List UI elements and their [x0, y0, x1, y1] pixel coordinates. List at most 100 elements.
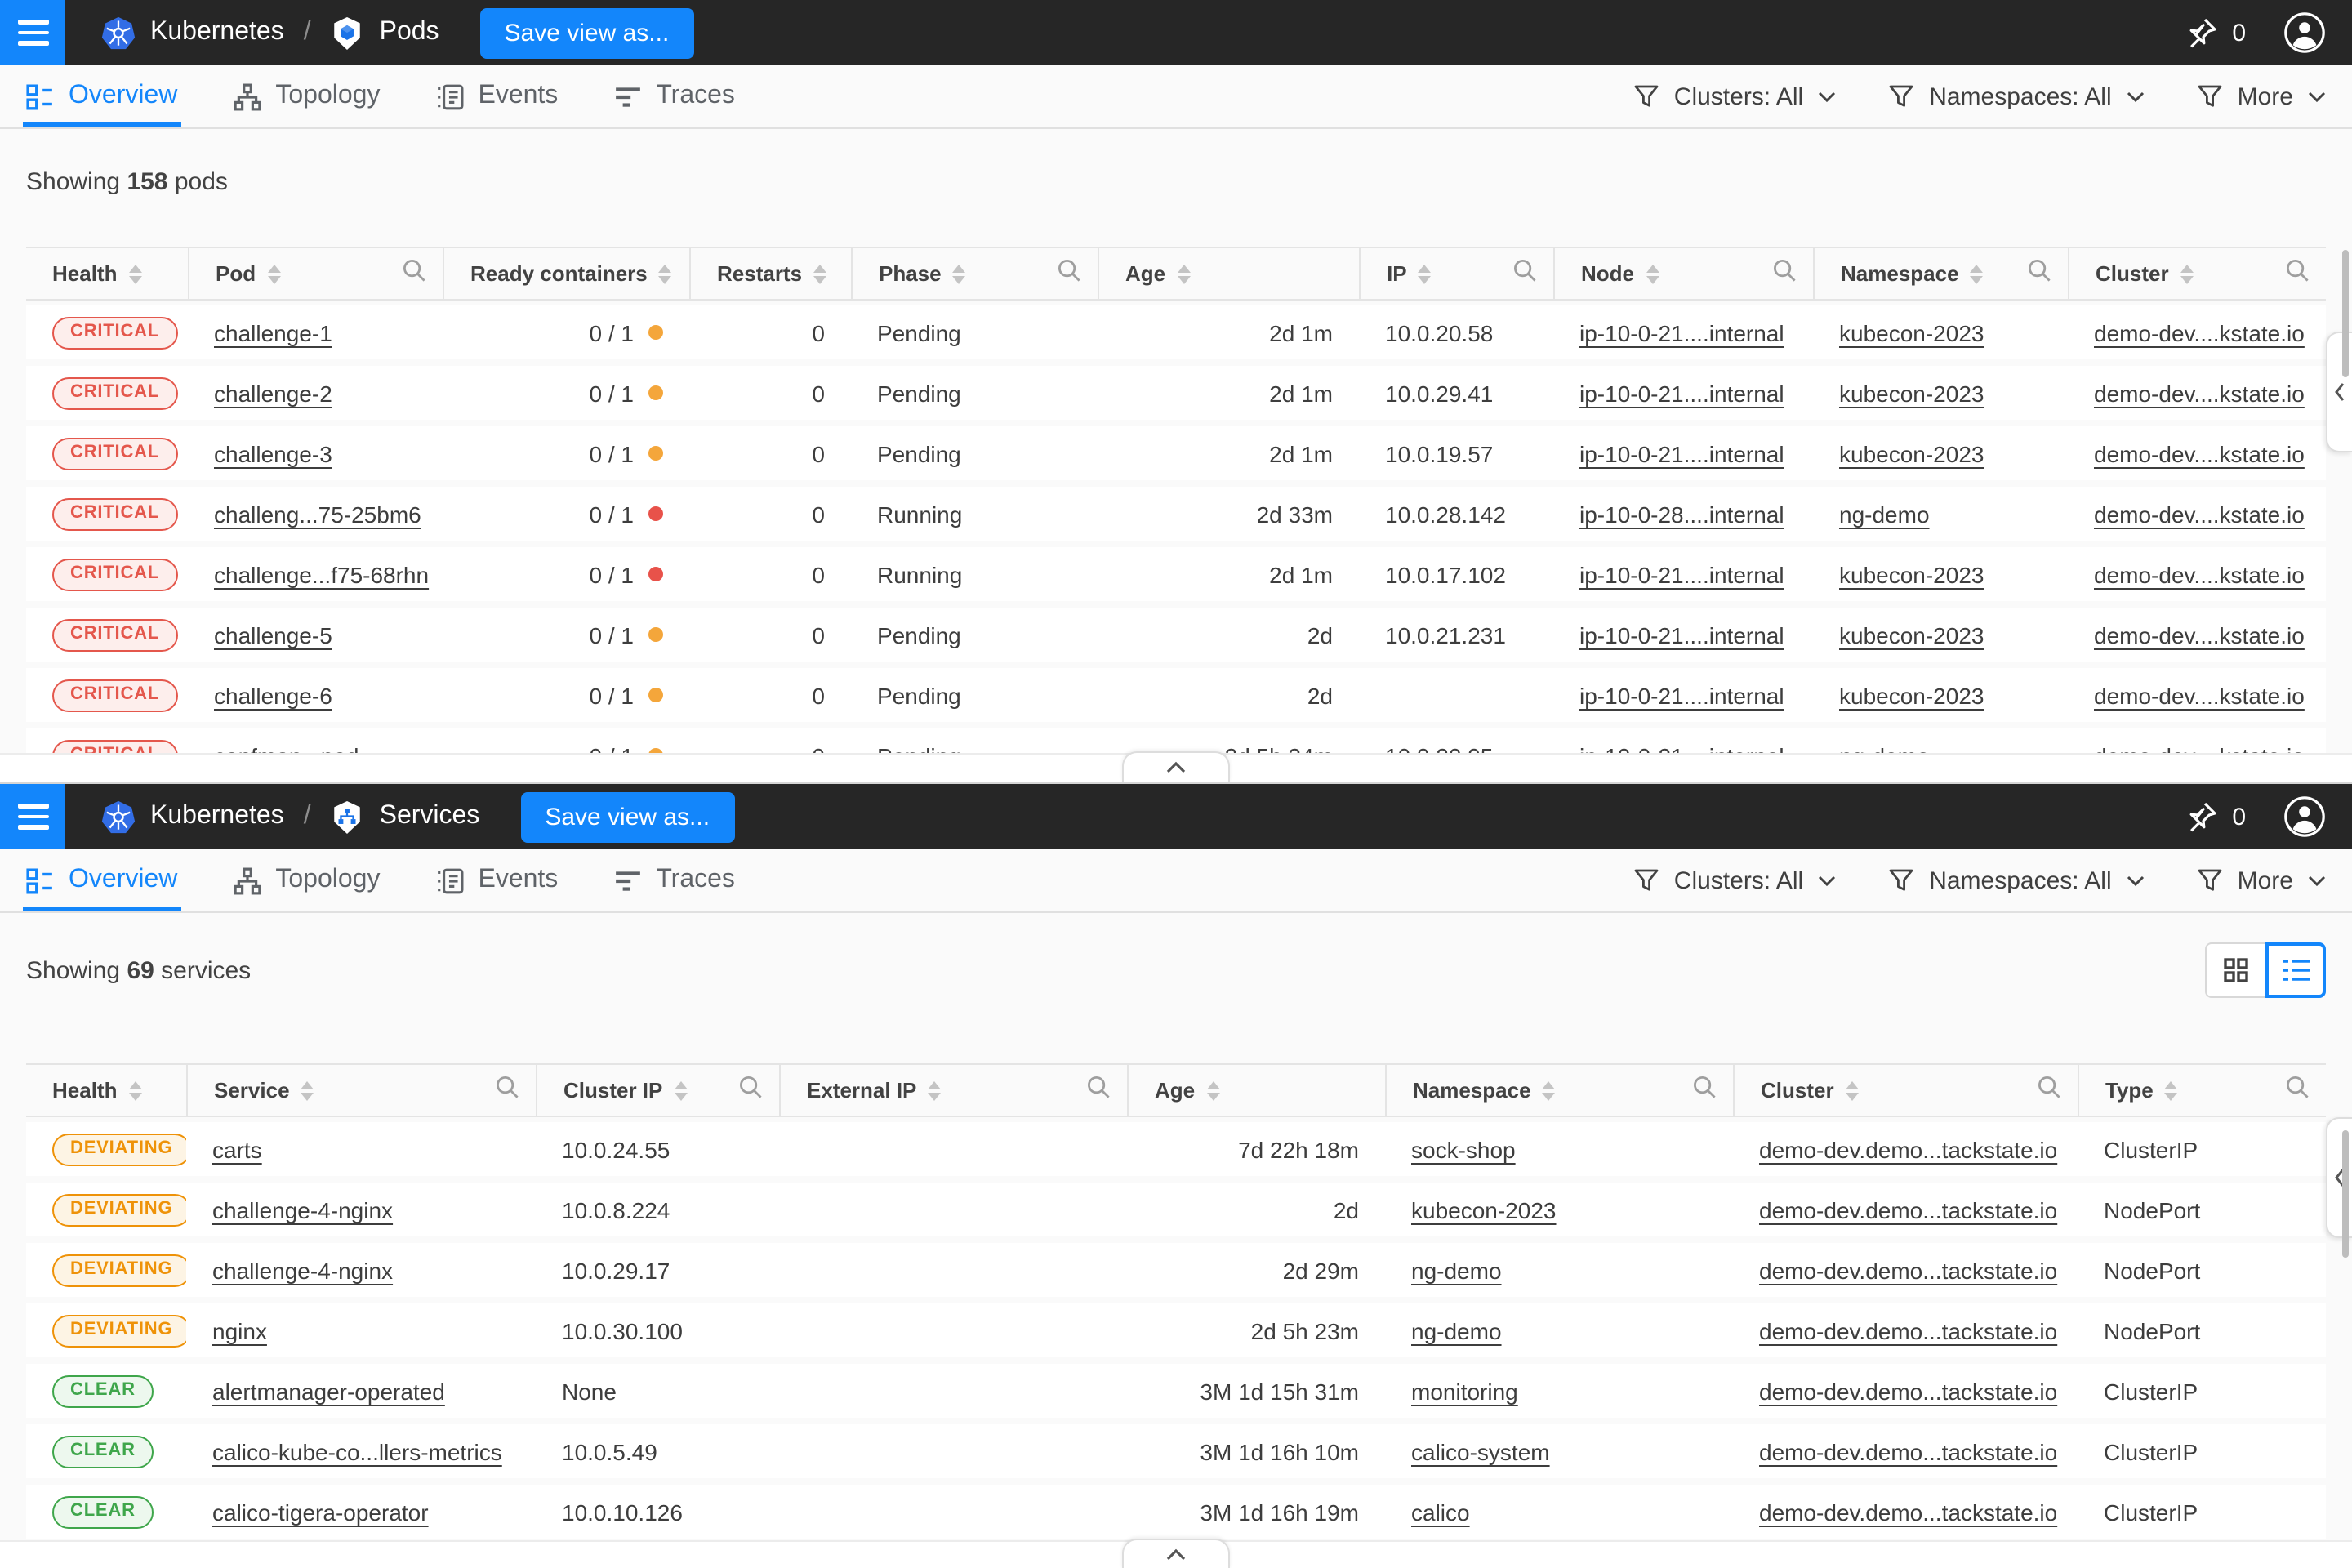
column-search-button[interactable] — [2285, 1074, 2310, 1107]
node-link[interactable]: ip-10-0-28....internal — [1579, 501, 1784, 527]
cluster-link[interactable]: demo-dev....kstate.io — [2094, 561, 2305, 587]
pin-icon[interactable] — [2185, 16, 2217, 49]
column-search-button[interactable] — [1772, 257, 1797, 290]
tab-events[interactable]: Events — [435, 65, 558, 127]
namespace-link[interactable]: monitoring — [1411, 1378, 1518, 1404]
column-search-button[interactable] — [738, 1074, 763, 1107]
pod-link[interactable]: challenge...f75-68rhn — [214, 561, 430, 587]
sort-icon[interactable] — [1646, 264, 1659, 283]
sort-icon[interactable] — [1970, 264, 1984, 283]
sort-icon[interactable] — [267, 264, 281, 283]
namespace-link[interactable]: ng-demo — [1839, 501, 1930, 527]
user-avatar-icon[interactable] — [2283, 11, 2326, 54]
filter-more[interactable]: More — [2197, 866, 2326, 894]
filter-clusters[interactable]: Clusters: All — [1633, 82, 1836, 110]
column-header-phase[interactable]: Phase — [851, 248, 1098, 299]
column-header-externalIp[interactable]: External IP — [779, 1065, 1127, 1116]
namespace-link[interactable]: ng-demo — [1839, 742, 1930, 756]
breadcrumb-kubernetes[interactable]: Kubernetes — [150, 802, 284, 830]
pod-link[interactable]: confman...pod — [214, 742, 359, 756]
node-link[interactable]: ip-10-0-21....internal — [1579, 319, 1784, 345]
cluster-link[interactable]: demo-dev....kstate.io — [2094, 621, 2305, 648]
column-search-button[interactable] — [495, 1074, 519, 1107]
pod-link[interactable]: challeng...75-25bm6 — [214, 501, 421, 527]
service-link[interactable]: challenge-4-nginx — [212, 1196, 394, 1223]
column-header-ip[interactable]: IP — [1359, 248, 1553, 299]
node-link[interactable]: ip-10-0-21....internal — [1579, 380, 1784, 406]
column-search-button[interactable] — [2037, 1074, 2061, 1107]
pod-link[interactable]: challenge-5 — [214, 621, 332, 648]
namespace-link[interactable]: calico — [1411, 1499, 1470, 1525]
cluster-link[interactable]: demo-dev.demo...tackstate.io — [1759, 1257, 2058, 1283]
column-header-health[interactable]: Health — [26, 1065, 186, 1116]
node-link[interactable]: ip-10-0-21....internal — [1579, 742, 1784, 756]
grid-view-button[interactable] — [2205, 942, 2265, 998]
node-link[interactable]: ip-10-0-21....internal — [1579, 440, 1784, 466]
pod-link[interactable]: challenge-3 — [214, 440, 332, 466]
pin-icon[interactable] — [2185, 800, 2217, 833]
sort-icon[interactable] — [1845, 1080, 1859, 1100]
namespace-link[interactable]: calico-system — [1411, 1438, 1550, 1464]
column-search-button[interactable] — [1692, 1074, 1717, 1107]
column-header-node[interactable]: Node — [1553, 248, 1813, 299]
cluster-link[interactable]: demo-dev....kstate.io — [2094, 319, 2305, 345]
list-view-button[interactable] — [2265, 942, 2326, 998]
sort-icon[interactable] — [2164, 1080, 2178, 1100]
namespace-link[interactable]: kubecon-2023 — [1839, 621, 1984, 648]
sort-icon[interactable] — [658, 264, 672, 283]
sort-icon[interactable] — [301, 1080, 314, 1100]
cluster-link[interactable]: demo-dev.demo...tackstate.io — [1759, 1438, 2058, 1464]
user-avatar-icon[interactable] — [2283, 795, 2326, 838]
sort-icon[interactable] — [1206, 1080, 1220, 1100]
service-link[interactable]: nginx — [212, 1317, 267, 1343]
pod-link[interactable]: challenge-6 — [214, 682, 332, 708]
column-header-cluster[interactable]: Cluster — [2068, 248, 2326, 299]
column-header-ready[interactable]: Ready containers — [443, 248, 689, 299]
column-search-button[interactable] — [1086, 1074, 1111, 1107]
sort-icon[interactable] — [128, 264, 142, 283]
cluster-link[interactable]: demo-dev.demo...tackstate.io — [1759, 1499, 2058, 1525]
column-header-health[interactable]: Health — [26, 248, 188, 299]
tab-topology[interactable]: Topology — [233, 849, 380, 911]
cluster-link[interactable]: demo-dev....kstate.io — [2094, 501, 2305, 527]
service-link[interactable]: alertmanager-operated — [212, 1378, 445, 1404]
cluster-link[interactable]: demo-dev....kstate.io — [2094, 380, 2305, 406]
tab-overview[interactable]: Overview — [23, 65, 180, 127]
pod-link[interactable]: challenge-1 — [214, 319, 332, 345]
sort-icon[interactable] — [1542, 1080, 1556, 1100]
node-link[interactable]: ip-10-0-21....internal — [1579, 561, 1784, 587]
namespace-link[interactable]: kubecon-2023 — [1839, 561, 1984, 587]
namespace-link[interactable]: ng-demo — [1411, 1317, 1502, 1343]
services-scrollbar-thumb[interactable] — [2342, 1130, 2349, 1258]
sort-icon[interactable] — [952, 264, 966, 283]
column-search-button[interactable] — [1512, 257, 1537, 290]
node-link[interactable]: ip-10-0-21....internal — [1579, 682, 1784, 708]
cluster-link[interactable]: demo-dev.demo...tackstate.io — [1759, 1378, 2058, 1404]
namespace-link[interactable]: kubecon-2023 — [1839, 682, 1984, 708]
column-header-namespace[interactable]: Namespace — [1385, 1065, 1733, 1116]
column-search-button[interactable] — [402, 257, 426, 290]
tab-topology[interactable]: Topology — [233, 65, 380, 127]
sort-icon[interactable] — [128, 1080, 142, 1100]
tab-overview[interactable]: Overview — [23, 849, 180, 911]
column-header-age[interactable]: Age — [1098, 248, 1359, 299]
menu-button[interactable] — [0, 784, 65, 849]
filter-namespaces[interactable]: Namespaces: All — [1888, 82, 2144, 110]
save-view-as-button[interactable]: Save view as... — [520, 791, 735, 842]
breadcrumb-kubernetes[interactable]: Kubernetes — [150, 18, 284, 46]
namespace-link[interactable]: sock-shop — [1411, 1136, 1516, 1162]
sort-icon[interactable] — [1177, 264, 1191, 283]
column-header-pod[interactable]: Pod — [188, 248, 443, 299]
cluster-link[interactable]: demo-dev.demo...tackstate.io — [1759, 1317, 2058, 1343]
cluster-link[interactable]: demo-dev....kstate.io — [2094, 682, 2305, 708]
tab-traces[interactable]: Traces — [613, 65, 735, 127]
service-link[interactable]: carts — [212, 1136, 262, 1162]
service-link[interactable]: calico-tigera-operator — [212, 1499, 429, 1525]
column-header-clusterIp[interactable]: Cluster IP — [536, 1065, 779, 1116]
column-header-namespace[interactable]: Namespace — [1813, 248, 2068, 299]
column-search-button[interactable] — [2285, 257, 2310, 290]
column-header-restarts[interactable]: Restarts — [689, 248, 851, 299]
namespace-link[interactable]: kubecon-2023 — [1839, 440, 1984, 466]
sort-icon[interactable] — [2180, 264, 2194, 283]
service-link[interactable]: calico-kube-co...llers-metrics — [212, 1438, 502, 1464]
